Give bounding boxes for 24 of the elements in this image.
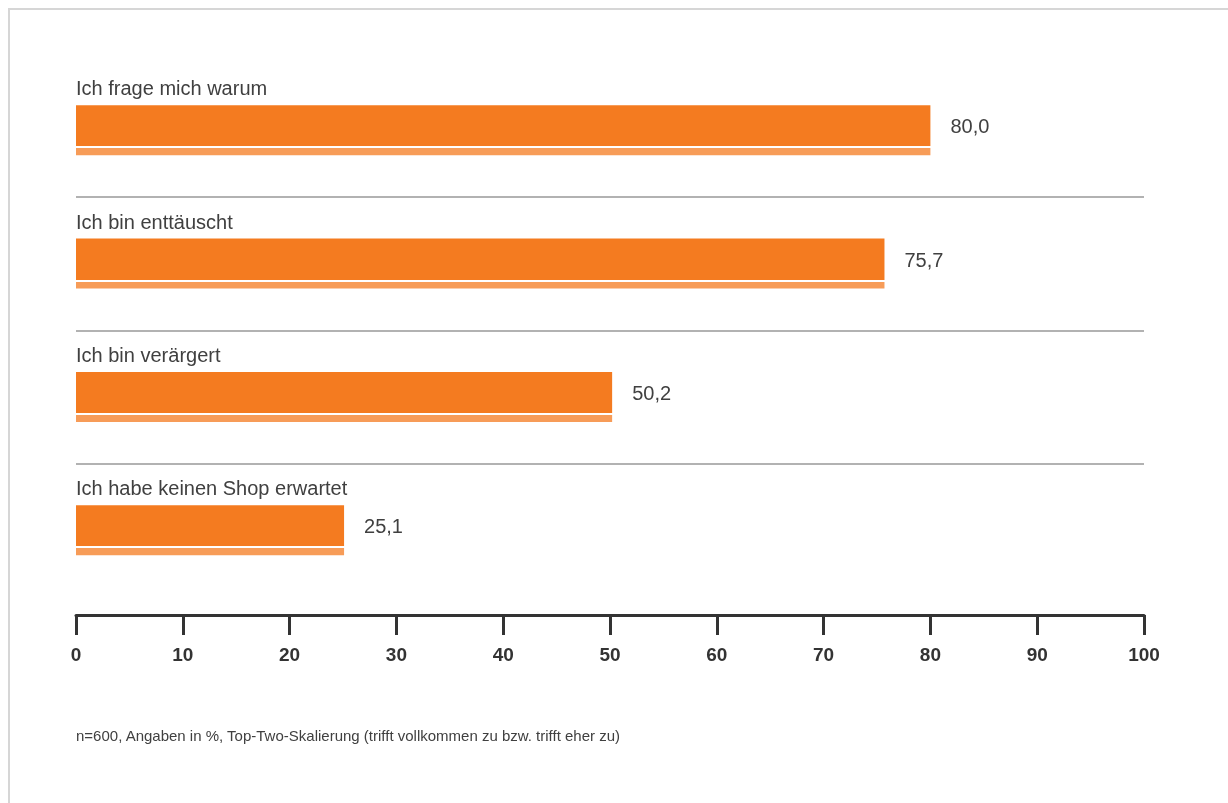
x-tick-label: 40	[492, 644, 514, 665]
y-tick-label: Ich bin verärgert	[76, 343, 221, 366]
bar	[76, 371, 613, 422]
data-label: 50,2	[632, 381, 672, 404]
bar	[76, 238, 885, 289]
data-label: 75,7	[904, 248, 944, 271]
x-tick-label: 80	[919, 644, 941, 665]
x-tick-label: 30	[385, 644, 407, 665]
x-tick-label: 100	[1128, 644, 1160, 665]
data-label: 25,1	[364, 515, 404, 538]
text: n=600, Angaben in %, Top-Two-Skalierung (trifft vollkommen zu bzw. trifft eher zu)	[76, 727, 621, 744]
data-label: 80,0	[950, 115, 990, 138]
x-tick-label: 50	[599, 644, 621, 665]
y-tick-label: Ich frage mich warum	[76, 77, 268, 100]
x-tick-label: 20	[279, 644, 301, 665]
x-tick-label: 10	[172, 644, 194, 665]
x-tick-label: 0	[70, 644, 82, 665]
x-tick-label: 60	[706, 644, 728, 665]
bar	[76, 505, 345, 556]
y-tick-label: Ich habe keinen Shop erwartet	[76, 477, 348, 500]
y-tick-label: Ich bin enttäuscht	[76, 210, 234, 233]
x-tick-label: 90	[1026, 644, 1048, 665]
x-tick-label: 70	[813, 644, 835, 665]
bar	[76, 105, 931, 156]
